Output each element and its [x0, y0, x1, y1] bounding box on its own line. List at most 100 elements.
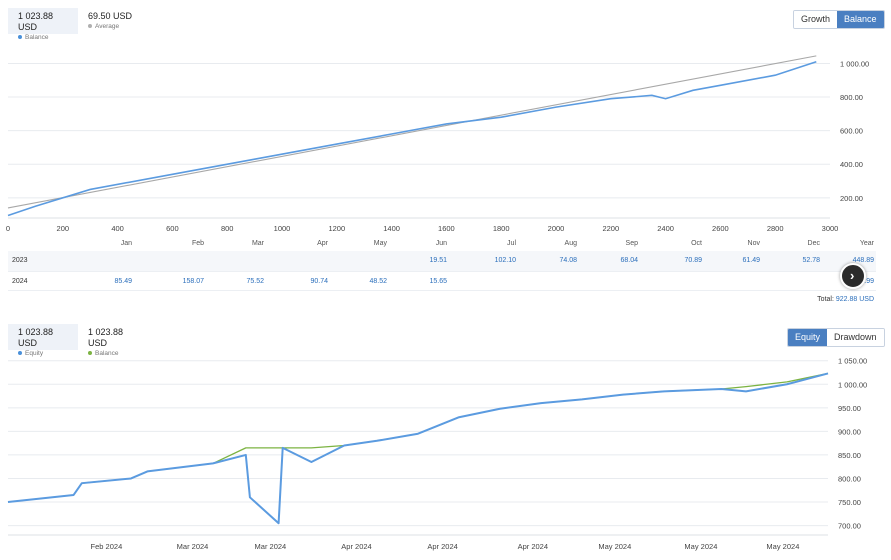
table-row: 2023 19.51 102.10 74.08 68.04 70.89 61.49 52.78…: [8, 251, 876, 271]
x-tick-label: Apr 2024: [341, 542, 371, 551]
x-tick-label: 2600: [712, 224, 729, 233]
month-value-cell: 85.49: [114, 278, 132, 285]
y-tick-label: 400.00: [840, 160, 863, 169]
month-header: Feb: [191, 240, 204, 247]
x-tick-label: 1600: [438, 224, 455, 233]
table-total: Total: 922.88 USD: [760, 296, 874, 303]
month-value-cell: 68.04: [620, 257, 638, 264]
x-tick-label: 1400: [383, 224, 400, 233]
table-header-row: Jan Feb Mar Apr May Jun Jul Aug Sep Oct Nov Dec Year: [8, 234, 876, 254]
month-header: Sep: [625, 240, 638, 247]
equity-chart: 700.00 750.00 800.00 850.00 900.00 950.00 1 00…: [7, 357, 867, 551]
x-tick-label: Apr 2024: [427, 542, 457, 551]
average-dot-icon: [88, 24, 92, 29]
month-header: Jul: [507, 240, 516, 247]
series-line-balance: [7, 60, 817, 217]
x-tick-label: May 2024: [684, 542, 717, 551]
equity-stat[interactable]: 1 023.88 USD Equity: [8, 324, 78, 357]
y-tick-label: 1 000.00: [840, 59, 869, 68]
x-tick-label: 1200: [328, 224, 345, 233]
x-tick-label: 2400: [657, 224, 674, 233]
year-header: Year: [859, 240, 874, 247]
month-header: Apr: [317, 240, 328, 247]
y-tick-label: 600.00: [840, 127, 863, 136]
equity-button[interactable]: Equity: [788, 329, 828, 346]
total-label: Total:: [817, 296, 834, 303]
equity-value: 1 023.88 USD: [18, 327, 54, 348]
equity-drawdown-toggle: Equity Drawdown: [787, 328, 885, 347]
month-header: Mar: [251, 240, 264, 247]
month-header: Oct: [691, 240, 702, 247]
month-value-cell: 158.07: [182, 278, 204, 285]
x-tick-label: Feb 2024: [91, 542, 123, 551]
month-header: Nov: [747, 240, 760, 247]
x-tick-label: 1800: [493, 224, 510, 233]
x-tick-label: 0: [6, 224, 10, 233]
average-value: 69.50 USD: [88, 11, 133, 21]
equity-label: Equity: [18, 349, 68, 358]
x-tick-label: 1000: [274, 224, 291, 233]
year-cell: 2023: [12, 257, 28, 264]
y-tick-label: 700.00: [838, 522, 861, 531]
month-value-cell: 52.78: [802, 257, 820, 264]
month-value-cell: 70.89: [684, 257, 702, 264]
chevron-right-icon: ›: [850, 268, 855, 283]
x-tick-label: 600: [166, 224, 179, 233]
balance-value: 1 023.88 USD: [18, 11, 54, 32]
x-tick-label: May 2024: [598, 542, 631, 551]
y-tick-label: 900.00: [838, 427, 861, 436]
x-tick-label: 2200: [602, 224, 619, 233]
x-tick-label: 400: [111, 224, 124, 233]
month-value-cell: 48.52: [369, 278, 387, 285]
month-value-cell: 19.51: [429, 257, 447, 264]
year-total-cell: 448.89: [852, 257, 874, 264]
y-tick-label: 1 000.00: [838, 380, 867, 389]
bottom-balance-stat[interactable]: 1 023.88 USD Balance: [78, 324, 148, 357]
month-header: Aug: [564, 240, 577, 247]
month-value-cell: 90.74: [310, 278, 328, 285]
bottom-balance-value: 1 023.88 USD: [88, 327, 124, 348]
y-tick-label: 850.00: [838, 451, 861, 460]
y-tick-label: 950.00: [838, 404, 861, 413]
y-tick-label: 200.00: [840, 194, 863, 203]
month-value-cell: 74.08: [559, 257, 577, 264]
series-line-equity: [7, 372, 829, 525]
month-value-cell: 61.49: [742, 257, 760, 264]
month-value-cell: 15.65: [429, 278, 447, 285]
balance-stat[interactable]: 1 023.88 USD Balance: [8, 8, 78, 41]
x-tick-label: 2800: [767, 224, 784, 233]
x-tick-label: May 2024: [766, 542, 799, 551]
scroll-right-button[interactable]: ›: [840, 263, 866, 289]
growth-button[interactable]: Growth: [794, 11, 838, 28]
x-tick-label: Apr 2024: [518, 542, 548, 551]
total-value: 922.88 USD: [835, 296, 874, 303]
average-label: Average: [88, 22, 138, 31]
x-tick-label: 2000: [548, 224, 565, 233]
equity-dot-icon: [18, 351, 22, 356]
bottom-balance-label: Balance: [88, 349, 138, 358]
x-tick-label: 3000: [822, 224, 839, 233]
average-stat[interactable]: 69.50 USD Average: [78, 8, 148, 34]
y-tick-label: 800.00: [838, 474, 861, 483]
series-line-average: [7, 55, 817, 209]
y-tick-label: 1 050.00: [838, 357, 867, 366]
x-tick-label: 200: [57, 224, 70, 233]
balance-chart: 200.00 400.00 600.00 800.00 1 000.00 0 200 400 6…: [6, 55, 869, 233]
drawdown-button[interactable]: Drawdown: [827, 329, 884, 346]
month-header: Jun: [435, 240, 447, 247]
balance-button[interactable]: Balance: [837, 11, 884, 28]
x-tick-label: Mar 2024: [177, 542, 209, 551]
month-value-cell: 102.10: [494, 257, 516, 264]
year-cell: 2024: [12, 278, 28, 285]
month-header: Dec: [807, 240, 820, 247]
x-tick-label: Mar 2024: [255, 542, 287, 551]
balance-label: Balance: [18, 33, 68, 42]
y-tick-label: 750.00: [838, 498, 861, 507]
growth-balance-toggle: Growth Balance: [793, 10, 885, 29]
month-header: May: [373, 240, 387, 247]
balance-dot-icon: [18, 35, 22, 40]
y-tick-label: 800.00: [840, 93, 863, 102]
x-tick-label: 800: [221, 224, 234, 233]
table-row: 202485.49158.0775.5290.7448.5215.65474.9…: [8, 271, 876, 291]
month-value-cell: 75.52: [246, 278, 264, 285]
